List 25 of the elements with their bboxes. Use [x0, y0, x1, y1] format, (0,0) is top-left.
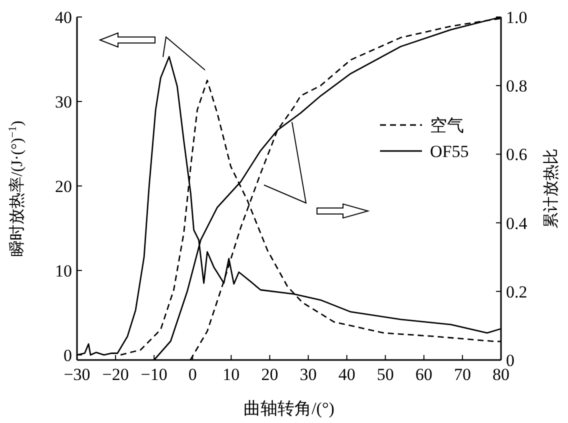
- x-tick-label: 60: [415, 365, 432, 384]
- x-tick-label: 0: [188, 365, 197, 384]
- y2-tick-label: 0.6: [506, 145, 528, 164]
- x-tick-label: −30: [64, 365, 90, 384]
- y-tick-label: 40: [55, 8, 72, 27]
- x-tick-label: 50: [376, 365, 394, 384]
- y-tick-label: 0: [64, 346, 72, 365]
- y-tick-label: 30: [55, 92, 72, 112]
- x-tick-label: 20: [261, 365, 278, 384]
- x-tick-label: −10: [140, 365, 168, 384]
- x-tick-label: 70: [454, 365, 471, 384]
- legend-label: 空气: [430, 116, 464, 135]
- y-tick-label: 20: [55, 176, 72, 196]
- y2-tick-label: 1.0: [506, 8, 528, 27]
- y2-axis-title: 累计放热比: [542, 148, 560, 228]
- x-tick-label: 10: [222, 365, 240, 384]
- x-tick-label: 30: [300, 365, 317, 384]
- x-tick-label: 40: [338, 365, 356, 384]
- y-tick-label: 10: [55, 261, 72, 280]
- x-axis-title: 曲轴转角/(°): [244, 399, 334, 418]
- x-tick-label: −20: [102, 365, 129, 384]
- y2-tick-label: 0.2: [506, 282, 528, 302]
- y2-tick-label: 0.4: [506, 214, 528, 233]
- legend-label: OF55: [430, 142, 469, 161]
- y2-tick-label: 0.8: [506, 76, 528, 96]
